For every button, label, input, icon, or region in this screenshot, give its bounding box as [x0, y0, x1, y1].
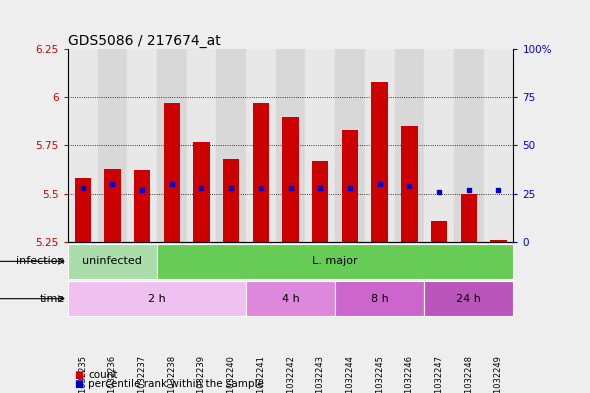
Bar — [253, 103, 269, 242]
Text: GSM1032244: GSM1032244 — [346, 354, 355, 393]
Bar — [68, 244, 157, 279]
Bar — [490, 240, 507, 242]
Bar — [365, 49, 395, 242]
Bar — [246, 281, 335, 316]
Bar — [163, 103, 180, 242]
Bar — [104, 169, 120, 242]
Text: GSM1032249: GSM1032249 — [494, 354, 503, 393]
Bar — [157, 244, 513, 279]
Bar — [74, 178, 91, 242]
Text: ■: ■ — [74, 379, 83, 389]
Text: infection: infection — [17, 256, 65, 266]
Bar — [312, 161, 329, 242]
Text: time: time — [40, 294, 65, 304]
Text: uninfected: uninfected — [83, 256, 142, 266]
Bar — [461, 193, 477, 242]
Bar — [276, 49, 306, 242]
Text: GSM1032239: GSM1032239 — [197, 354, 206, 393]
Bar — [401, 126, 418, 242]
Text: 24 h: 24 h — [456, 294, 481, 304]
Text: 2 h: 2 h — [148, 294, 166, 304]
Bar — [306, 49, 335, 242]
Bar — [157, 49, 186, 242]
Text: GSM1032247: GSM1032247 — [435, 354, 444, 393]
Text: GSM1032241: GSM1032241 — [257, 354, 266, 393]
Bar — [335, 49, 365, 242]
Bar — [134, 171, 150, 242]
Text: 8 h: 8 h — [371, 294, 389, 304]
Text: percentile rank within the sample: percentile rank within the sample — [88, 379, 264, 389]
Bar — [223, 159, 240, 242]
Text: GSM1032238: GSM1032238 — [168, 354, 176, 393]
Bar — [283, 116, 299, 242]
Bar — [372, 82, 388, 242]
Text: L. major: L. major — [312, 256, 358, 266]
Bar — [68, 281, 246, 316]
Text: ■: ■ — [74, 369, 83, 380]
Text: GSM1032243: GSM1032243 — [316, 354, 325, 393]
Bar — [335, 281, 424, 316]
Text: 4 h: 4 h — [281, 294, 300, 304]
Bar — [68, 49, 97, 242]
Bar — [186, 49, 217, 242]
Text: GSM1032240: GSM1032240 — [227, 354, 235, 393]
Text: GSM1032236: GSM1032236 — [108, 354, 117, 393]
Text: GSM1032245: GSM1032245 — [375, 354, 384, 393]
Bar — [246, 49, 276, 242]
Bar — [424, 49, 454, 242]
Bar — [194, 141, 209, 242]
Bar — [424, 281, 513, 316]
Bar — [454, 49, 484, 242]
Bar — [484, 49, 513, 242]
Text: GSM1032248: GSM1032248 — [464, 354, 473, 393]
Text: GSM1032237: GSM1032237 — [137, 354, 146, 393]
Text: GDS5086 / 217674_at: GDS5086 / 217674_at — [68, 34, 221, 48]
Bar — [127, 49, 157, 242]
Bar — [217, 49, 246, 242]
Bar — [395, 49, 424, 242]
Bar — [97, 49, 127, 242]
Text: GSM1032235: GSM1032235 — [78, 354, 87, 393]
Text: GSM1032242: GSM1032242 — [286, 354, 295, 393]
Bar — [431, 220, 447, 242]
Bar — [342, 130, 358, 242]
Text: count: count — [88, 369, 118, 380]
Text: GSM1032246: GSM1032246 — [405, 354, 414, 393]
